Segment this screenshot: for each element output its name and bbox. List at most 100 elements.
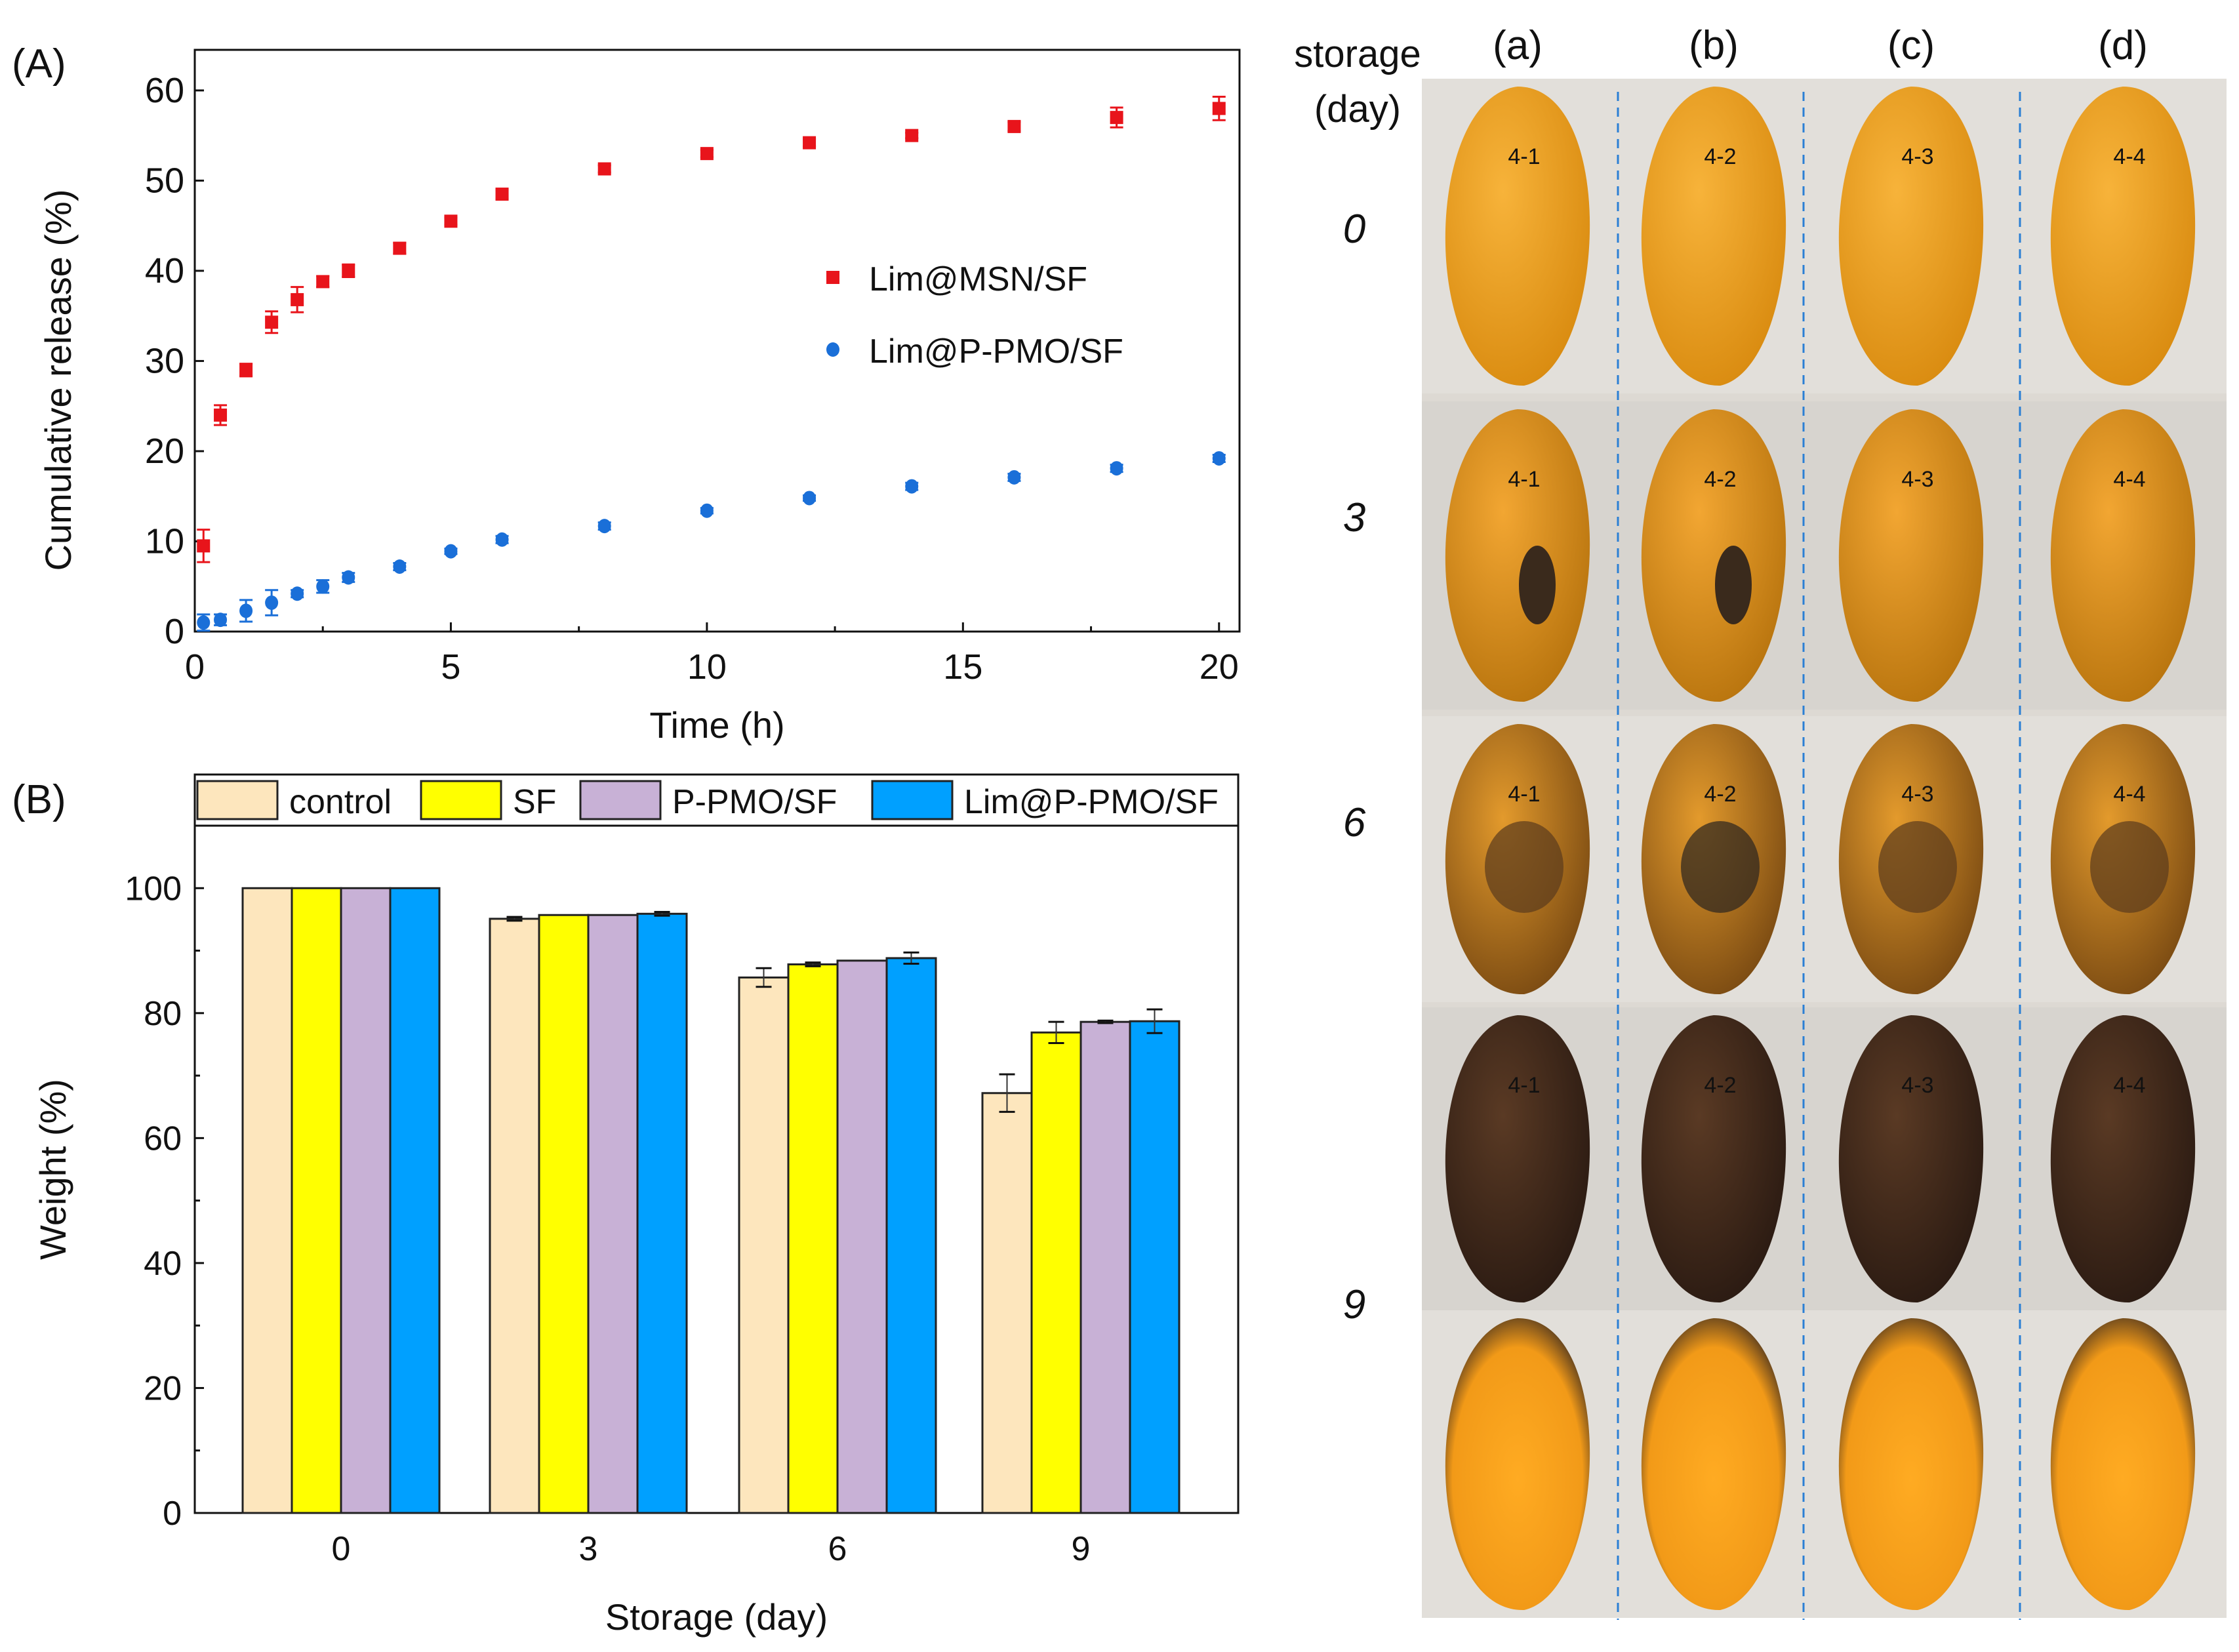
- mango-photo: [1838, 409, 1984, 702]
- legend-label: SF: [513, 783, 556, 821]
- y-tick-label: 20: [144, 1369, 182, 1407]
- bar-1: [538, 914, 590, 1514]
- panel-label-b: (B): [12, 777, 66, 822]
- data-point-msn: [214, 408, 228, 422]
- storage-label: storage: [1294, 33, 1421, 75]
- y-tick-label: 10: [145, 521, 184, 561]
- bar-0: [241, 887, 293, 1514]
- x-tick-label: 10: [687, 647, 727, 687]
- x-axis-label: Time (h): [649, 704, 784, 746]
- fruit-label: 4-1: [1508, 467, 1540, 492]
- column-label: (b): [1689, 23, 1739, 68]
- cut-mango-photo: [1838, 1318, 1984, 1611]
- legend-label: control: [289, 783, 392, 821]
- column-label: (a): [1493, 23, 1543, 68]
- legend-label: Lim@P-PMO/SF: [869, 332, 1123, 371]
- fruit-label: 4-4: [2113, 144, 2145, 169]
- bar-2: [836, 959, 888, 1514]
- data-point-pmo: [444, 544, 458, 559]
- bar-2: [1079, 1020, 1131, 1514]
- data-point-pmo: [197, 615, 211, 630]
- bar-1: [291, 887, 342, 1514]
- data-point-msn: [197, 539, 211, 553]
- data-point-msn: [597, 162, 611, 176]
- mango-photo: [1838, 87, 1984, 386]
- plot-frame: [193, 49, 1241, 633]
- fruit-label: 4-3: [1901, 1073, 1933, 1098]
- y-tick-label: 100: [125, 870, 182, 908]
- mango-photo: [2050, 409, 2196, 702]
- x-axis-label: Storage (day): [605, 1596, 828, 1638]
- data-point-pmo: [342, 570, 355, 585]
- data-point-msn: [342, 264, 355, 277]
- legend-swatch-1: [420, 780, 502, 820]
- legend-swatch-3: [871, 780, 954, 820]
- x-tick-label: 0: [332, 1530, 351, 1568]
- x-tick-label: 0: [185, 647, 205, 687]
- fruit-label: 4-1: [1508, 144, 1540, 169]
- dark-spot: [2090, 821, 2169, 913]
- data-point-msn: [265, 315, 279, 329]
- data-point-pmo: [291, 586, 304, 601]
- fruit-label: 4-2: [1704, 1073, 1736, 1098]
- y-tick-label: 0: [165, 612, 184, 651]
- weight-chart: control SF P-PMO/SF Lim@P-PMO/SF02040608010…: [32, 773, 1240, 1638]
- legend-label: P-PMO/SF: [672, 783, 837, 821]
- column-label: (c): [1887, 23, 1935, 68]
- data-point-msn: [803, 136, 817, 150]
- mango-photo: [1838, 1015, 1984, 1303]
- data-point-msn: [444, 214, 458, 228]
- fruit-label: 4-2: [1704, 467, 1736, 492]
- bar-1: [787, 963, 839, 1514]
- legend-marker-1: [826, 342, 839, 357]
- fruit-label: 4-1: [1508, 1073, 1540, 1098]
- fruit-label: 4-4: [2113, 467, 2145, 492]
- y-tick-label: 40: [145, 251, 184, 291]
- x-tick-label: 3: [579, 1530, 598, 1568]
- dark-spot: [1878, 821, 1957, 913]
- x-tick-label: 5: [441, 647, 460, 687]
- y-axis-label: Cumulative release (%): [37, 190, 79, 571]
- dark-spot: [1519, 546, 1556, 624]
- storage-unit-label: (day): [1314, 88, 1401, 131]
- mango-photo: [2050, 87, 2196, 386]
- release-chart: 0 5 10 15 20 0 10 20 30 40 50 60 Time (h) Cumulative …: [37, 49, 1241, 746]
- bar-0: [489, 917, 540, 1514]
- y-tick-label: 30: [145, 341, 184, 380]
- fruit-label: 4-4: [2113, 1073, 2145, 1098]
- dark-spot: [1681, 821, 1760, 913]
- data-point-pmo: [316, 579, 330, 594]
- bar-1: [1030, 1031, 1082, 1514]
- row-label-day: 6: [1343, 800, 1366, 845]
- legend-swatch-2: [579, 780, 662, 820]
- data-point-msn: [239, 363, 253, 377]
- cut-mango-photo: [1445, 1318, 1590, 1611]
- data-point-pmo: [239, 603, 253, 618]
- mango-photo-grid: storage (day) 4-1 4-2 4-3 4-4 4-1 4-2 4-3 4-4 4-…: [1294, 23, 2227, 1620]
- fruit-label: 4-2: [1704, 782, 1736, 807]
- data-point-msn: [1007, 119, 1021, 133]
- data-point-msn: [393, 241, 407, 255]
- data-point-pmo: [495, 532, 509, 547]
- fruit-label: 4-1: [1508, 782, 1540, 807]
- row-label-day: 9: [1343, 1282, 1365, 1327]
- dark-spot: [1715, 546, 1752, 624]
- data-point-pmo: [214, 613, 228, 628]
- row-label-day: 0: [1343, 207, 1365, 252]
- panel-label-a: (A): [12, 41, 66, 87]
- mango-photo: [1445, 409, 1590, 702]
- data-point-msn: [905, 129, 919, 142]
- legend-marker-0: [826, 271, 839, 284]
- bar-2: [340, 887, 392, 1514]
- cut-mango-photo: [2050, 1318, 2196, 1611]
- y-tick-label: 50: [145, 161, 184, 200]
- fruit-label: 4-2: [1704, 144, 1736, 169]
- fruit-label: 4-4: [2113, 782, 2145, 807]
- y-tick-label: 0: [163, 1495, 182, 1533]
- data-point-msn: [291, 292, 304, 306]
- x-tick-label: 6: [828, 1530, 847, 1568]
- legend-swatch-0: [196, 780, 279, 820]
- row-label-day: 3: [1343, 495, 1365, 540]
- mango-photo: [1641, 87, 1786, 386]
- mango-photo: [1641, 409, 1786, 702]
